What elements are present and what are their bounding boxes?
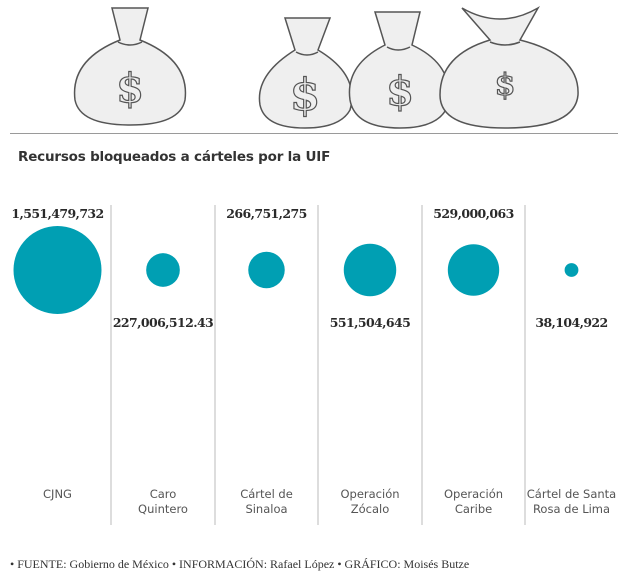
bubble: [447, 244, 500, 296]
category-label: Sinaloa: [245, 502, 287, 516]
bubble: [564, 263, 579, 277]
value-label: 1,551,479,732: [11, 206, 103, 221]
category-label: Operación: [340, 487, 399, 501]
category-label: Cártel de: [240, 487, 293, 501]
category-label: CJNG: [43, 487, 72, 501]
credits-footer: • FUENTE: Gobierno de México • INFORMACI…: [10, 557, 470, 571]
svg-text:$: $: [495, 68, 516, 103]
value-label: 529,000,063: [433, 206, 513, 221]
category-label: Quintero: [138, 502, 188, 516]
bubble: [343, 243, 397, 297]
category-label: Zócalo: [351, 502, 390, 516]
value-label: 38,104,922: [535, 315, 607, 330]
svg-text:$: $: [386, 68, 414, 115]
bubble: [13, 226, 102, 314]
value-label: 227,006,512.43: [113, 315, 213, 330]
category-label: Cártel de Santa: [527, 487, 616, 501]
category-label: Operación: [444, 487, 503, 501]
bubble-chart: 1,551,479,732 CJNG 227,006,512.43 CaroQuint…: [11, 205, 616, 525]
value-label: 551,504,645: [330, 315, 410, 330]
bubble: [146, 253, 180, 287]
money-bags-icon: $ $ $ $: [73, 5, 579, 129]
chart-title: Recursos bloqueados a cárteles por la UI…: [18, 149, 331, 165]
category-label: Caribe: [455, 502, 492, 516]
svg-text:$: $: [290, 70, 321, 121]
divider: [10, 133, 618, 134]
value-label: 266,751,275: [226, 206, 306, 221]
bubble: [248, 251, 285, 289]
category-label: Caro: [150, 487, 177, 501]
category-label: Rosa de Lima: [533, 502, 610, 516]
svg-text:$: $: [116, 65, 144, 112]
